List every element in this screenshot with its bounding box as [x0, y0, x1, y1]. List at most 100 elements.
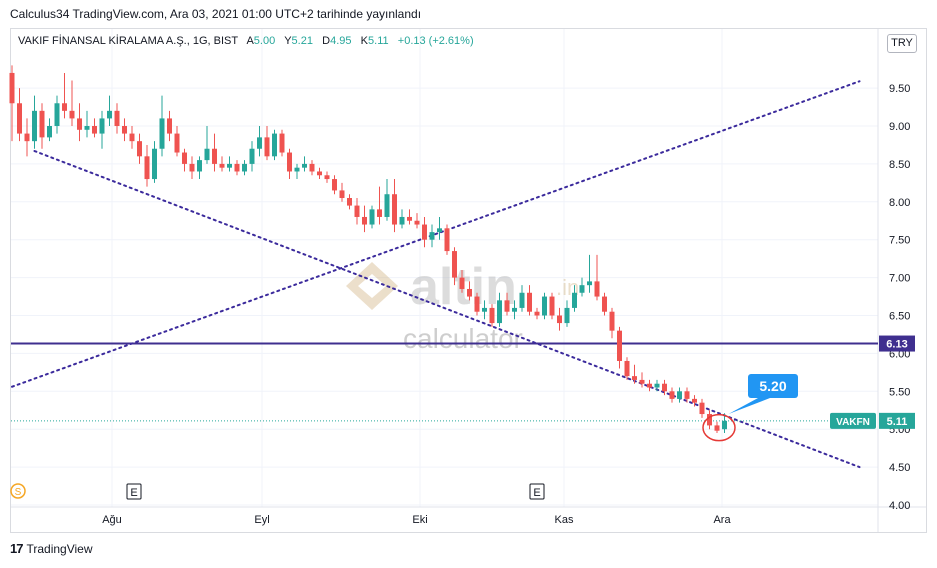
candle-body[interactable] — [512, 307, 517, 312]
candle-body[interactable] — [32, 110, 37, 142]
candle-body[interactable] — [414, 220, 420, 225]
candle-body[interactable] — [204, 148, 210, 161]
candle-body[interactable] — [519, 292, 525, 308]
candle-body[interactable] — [714, 425, 720, 431]
candle-body[interactable] — [92, 126, 97, 134]
candle-body[interactable] — [47, 126, 52, 138]
candle-body[interactable] — [399, 216, 405, 225]
candle-body[interactable] — [632, 376, 637, 380]
candle-body[interactable] — [309, 163, 315, 172]
candle-body[interactable] — [99, 118, 105, 134]
candle-body[interactable] — [647, 383, 652, 388]
candle-body[interactable] — [549, 296, 555, 316]
candle-body[interactable] — [579, 285, 585, 293]
candle-body[interactable] — [69, 110, 75, 119]
candle-body[interactable] — [197, 160, 202, 172]
candle-body[interactable] — [137, 141, 142, 157]
candle-body[interactable] — [377, 209, 382, 217]
candle-body[interactable] — [444, 228, 450, 252]
candle-body[interactable] — [467, 288, 472, 297]
candle-body[interactable] — [159, 118, 165, 149]
candle-body[interactable] — [692, 398, 697, 403]
highlight-circle[interactable] — [702, 413, 736, 442]
candle-body[interactable] — [422, 224, 427, 240]
candle-body[interactable] — [602, 296, 607, 312]
candle-body[interactable] — [624, 360, 630, 377]
candle-body[interactable] — [174, 133, 180, 153]
candle-body[interactable] — [452, 251, 457, 278]
candle-body[interactable] — [227, 163, 232, 168]
candle-body[interactable] — [459, 277, 465, 289]
footer-brand[interactable]: 17 TradingView — [10, 541, 93, 556]
candle-body[interactable] — [669, 391, 675, 399]
candle-body[interactable] — [662, 383, 667, 392]
candle-body[interactable] — [572, 292, 577, 308]
candle-body[interactable] — [369, 209, 375, 225]
candle-body[interactable] — [302, 163, 307, 168]
candle-body[interactable] — [392, 194, 397, 225]
candle-body[interactable] — [594, 281, 600, 297]
candle-body[interactable] — [264, 137, 270, 157]
candle-body[interactable] — [354, 205, 360, 217]
candle-body[interactable] — [534, 311, 540, 316]
candle-body[interactable] — [437, 228, 442, 233]
candle-body[interactable] — [384, 194, 390, 217]
candle-body[interactable] — [699, 402, 705, 415]
candle-body[interactable] — [474, 296, 480, 312]
candle-body[interactable] — [182, 152, 187, 164]
candle-body[interactable] — [339, 190, 345, 199]
candle-body[interactable] — [122, 126, 127, 134]
candle-body[interactable] — [489, 307, 495, 324]
candle-body[interactable] — [527, 292, 532, 312]
candle-body[interactable] — [587, 281, 592, 286]
symbol-name[interactable]: VAKIF FİNANSAL KİRALAMA A.Ş., 1G, BIST — [18, 35, 238, 47]
candle-body[interactable] — [219, 163, 225, 168]
candle-body[interactable] — [504, 300, 510, 312]
candle-body[interactable] — [24, 133, 30, 142]
candle-body[interactable] — [234, 163, 240, 172]
candle-body[interactable] — [617, 330, 622, 361]
candle-body[interactable] — [294, 167, 300, 172]
candle-body[interactable] — [242, 163, 247, 172]
candle-body[interactable] — [257, 137, 262, 149]
candle-body[interactable] — [609, 311, 615, 331]
callout-box[interactable] — [748, 374, 798, 398]
candle-body[interactable] — [347, 198, 352, 206]
earnings-marker[interactable] — [529, 483, 545, 500]
candle-body[interactable] — [707, 414, 712, 426]
candle-body[interactable] — [129, 133, 135, 142]
candle-body[interactable] — [639, 379, 645, 384]
candle-body[interactable] — [84, 126, 90, 130]
candle-body[interactable] — [152, 148, 157, 180]
candle-body[interactable] — [279, 133, 285, 153]
candle-body[interactable] — [542, 296, 547, 316]
candle-body[interactable] — [272, 133, 277, 157]
candle-body[interactable] — [9, 72, 15, 104]
trend-line-1[interactable] — [11, 80, 861, 388]
candle-body[interactable] — [722, 420, 727, 430]
candle-body[interactable] — [482, 307, 487, 312]
candle-body[interactable] — [362, 216, 367, 225]
candle-body[interactable] — [212, 148, 217, 164]
candle-body[interactable] — [249, 148, 255, 164]
candle-body[interactable] — [332, 179, 337, 191]
candle-body[interactable] — [62, 103, 67, 111]
candle-body[interactable] — [677, 391, 682, 399]
candle-body[interactable] — [287, 152, 292, 172]
candle-body[interactable] — [144, 156, 150, 180]
candle-body[interactable] — [324, 175, 330, 180]
earnings-marker[interactable] — [126, 483, 142, 500]
candle-body[interactable] — [407, 216, 412, 221]
candle-body[interactable] — [557, 315, 562, 324]
candle-body[interactable] — [77, 118, 82, 130]
candle-body[interactable] — [429, 232, 435, 240]
candle-body[interactable] — [497, 300, 502, 324]
candle-body[interactable] — [114, 110, 120, 126]
candle-body[interactable] — [107, 110, 112, 119]
candle-body[interactable] — [189, 163, 195, 172]
candle-body[interactable] — [654, 383, 660, 388]
candle-body[interactable] — [54, 103, 60, 126]
candle-body[interactable] — [167, 118, 172, 134]
candle-body[interactable] — [17, 103, 22, 134]
